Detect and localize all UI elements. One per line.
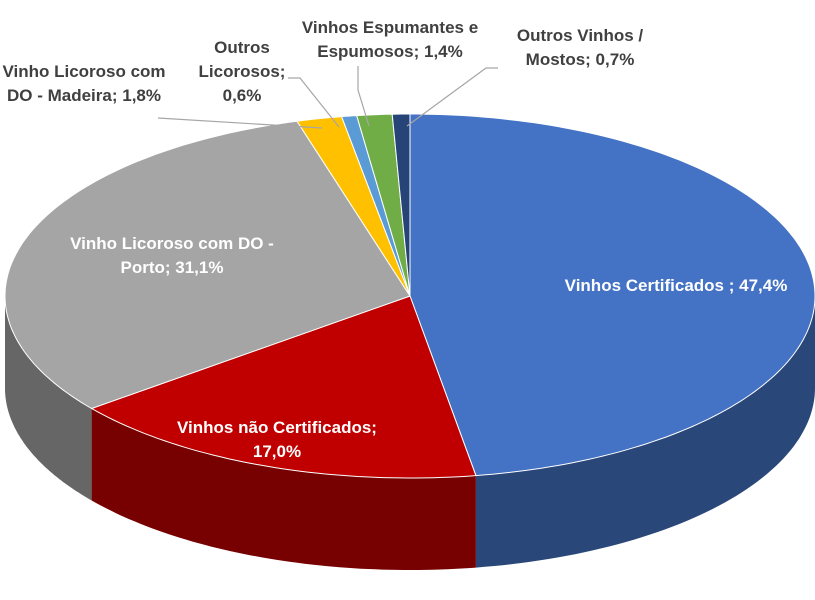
slice [4, 120, 411, 410]
slice [356, 113, 411, 297]
data-label: Outros Licorosos; 0,6% [198, 38, 286, 105]
leader-line [157, 117, 323, 129]
data-label: Vinhos Certificados ; 47,4% [564, 276, 788, 295]
leader-line [406, 67, 498, 127]
data-label: Vinho Licoroso com DO - Porto; 31,1% [70, 234, 274, 277]
slice [296, 116, 411, 297]
tops [4, 113, 815, 479]
leader-line [357, 66, 370, 127]
leader-line [288, 77, 340, 128]
data-label: Outros Vinhos / Mostos; 0,7% [516, 26, 644, 69]
slice [409, 113, 815, 477]
slice-side [475, 296, 815, 568]
slice [391, 113, 411, 297]
slice-side [5, 296, 92, 501]
sides [5, 296, 815, 570]
data-label: Vinho Licoroso com DO - Madeira; 1,8% [2, 62, 166, 105]
slice-side [91, 408, 476, 570]
data-label: Vinhos não Certificados; 17,0% [177, 418, 377, 461]
data-label: Vinhos Espumantes e Espumosos; 1,4% [301, 18, 479, 61]
leader-lines [157, 66, 498, 129]
slice [90, 295, 477, 479]
